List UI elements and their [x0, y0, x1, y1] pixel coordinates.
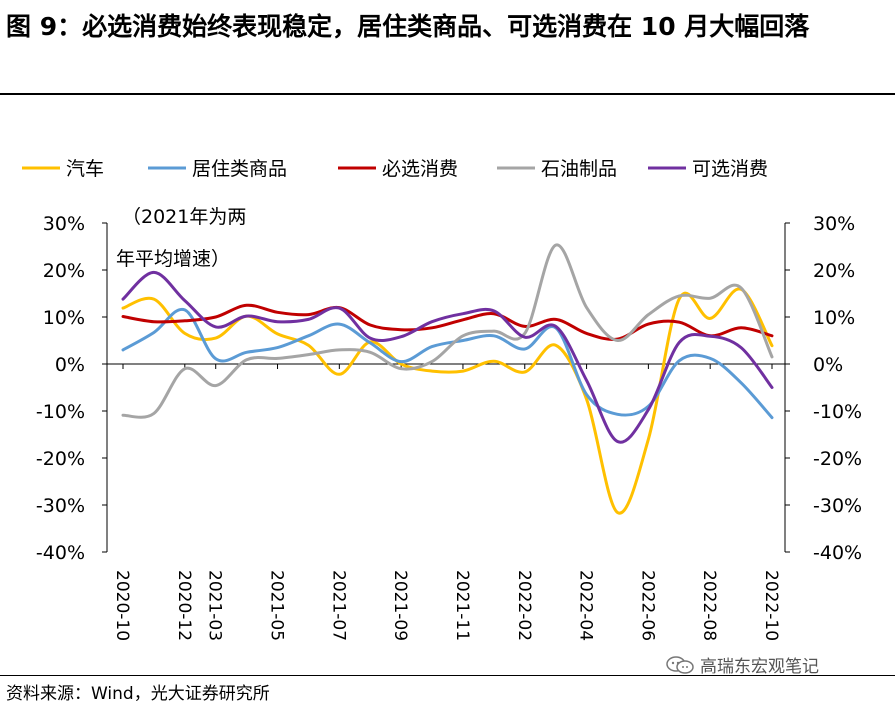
- x-tick-label: 2020-12: [174, 570, 194, 641]
- series-line-discretionary-consumption: [121, 270, 774, 444]
- watermark: 高瑞东宏观笔记: [666, 652, 819, 677]
- y-tick-label-right: 20%: [813, 260, 855, 282]
- series-line-essential-consumption: [121, 303, 774, 341]
- x-tick-label: 2021-05: [267, 570, 287, 641]
- legend-label-housing-goods: 居住类商品: [192, 158, 287, 180]
- y-tick-label-left: 0%: [55, 354, 85, 376]
- y-tick-label-right: -10%: [813, 401, 862, 423]
- y-tick-label-right: -40%: [813, 542, 862, 564]
- chart-title: 图 9：必选消费始终表现稳定，居住类商品、可选消费在 10 月大幅回落: [6, 12, 810, 41]
- y-tick-label-left: 30%: [43, 213, 85, 235]
- y-tick-label-right: -30%: [813, 495, 862, 517]
- series-line-petroleum-products: [121, 243, 774, 419]
- title-divider: [0, 93, 895, 95]
- annotation: （2021年为两 年平均增速）: [116, 206, 246, 270]
- y-tick-label-left: 10%: [43, 307, 85, 329]
- x-tick-label: 2020-10: [112, 570, 132, 641]
- x-tick-label: 2021-11: [452, 570, 472, 641]
- x-tick-label: 2022-02: [514, 570, 534, 641]
- watermark-text: 高瑞东宏观笔记: [700, 657, 819, 677]
- x-tick-label: 2021-03: [205, 570, 225, 641]
- y-tick-label-left: -20%: [36, 448, 85, 470]
- series-line-housing-goods: [121, 307, 774, 420]
- x-tick-label: 2021-09: [390, 570, 410, 641]
- footer-divider: [0, 675, 895, 676]
- y-tick-label-left: -40%: [36, 542, 85, 564]
- series-lines: [121, 243, 774, 515]
- legend-label-auto: 汽车: [66, 158, 104, 180]
- legend-label-petroleum-products: 石油制品: [541, 158, 617, 180]
- source-note: 资料来源：Wind，光大证券研究所: [6, 684, 270, 704]
- y-tick-label-right: -20%: [813, 448, 862, 470]
- legend-label-essential-consumption: 必选消费: [382, 158, 458, 180]
- legend: 汽车 居住类商品 必选消费 石油制品 可选消费: [22, 158, 768, 180]
- y-tick-label-right: 30%: [813, 213, 855, 235]
- x-tick-label: 2022-06: [637, 570, 657, 641]
- y-tick-label-left: -10%: [36, 401, 85, 423]
- y-tick-label-left: -30%: [36, 495, 85, 517]
- axes: 30% 30% 20% 20% 10% 10% 0% 0% -10% -10% -20% -20% -3…: [36, 213, 862, 641]
- y-tick-label-right: 10%: [813, 307, 855, 329]
- x-tick-label: 2022-10: [761, 570, 781, 641]
- x-tick-label: 2022-04: [576, 570, 596, 641]
- legend-label-discretionary-consumption: 可选消费: [692, 158, 768, 180]
- x-tick-label: 2021-07: [328, 570, 348, 641]
- y-tick-label-right: 0%: [813, 354, 843, 376]
- x-tick-label: 2022-08: [699, 570, 719, 641]
- annotation-line-2: 年平均增速）: [116, 248, 230, 270]
- annotation-line-1: （2021年为两: [122, 206, 246, 228]
- y-tick-label-left: 20%: [43, 260, 85, 282]
- wechat-icon: [666, 655, 694, 674]
